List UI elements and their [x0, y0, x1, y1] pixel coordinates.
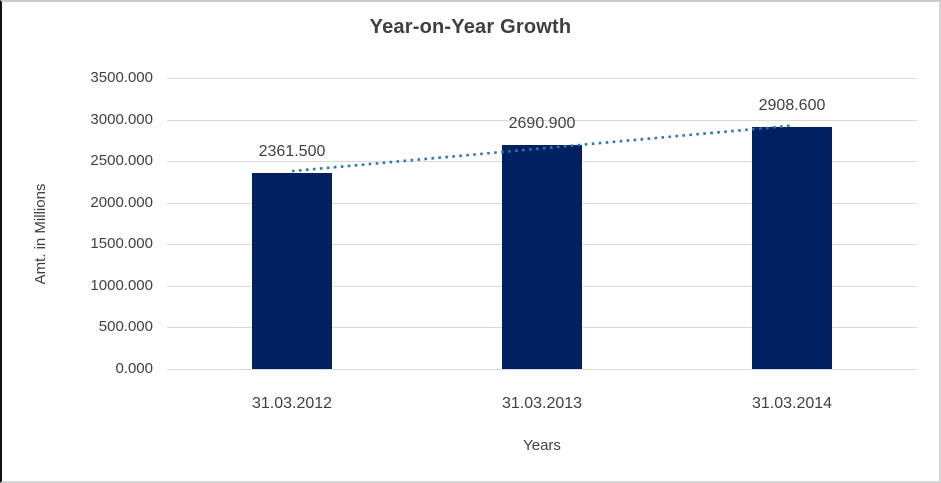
- x-tick-label: 31.03.2014: [751, 395, 833, 412]
- bar-data-label: 2908.600: [758, 97, 826, 115]
- bar: [502, 145, 582, 369]
- bar-data-label: 2690.900: [508, 115, 576, 133]
- y-tick-label: 1500.000: [90, 235, 153, 253]
- y-tick-label: 3500.000: [90, 69, 153, 86]
- y-tick-label: 1000.000: [90, 276, 153, 294]
- x-tick-label: 31.03.2012: [251, 395, 333, 412]
- gridline: [167, 78, 917, 79]
- y-tick-label: 2000.000: [90, 193, 153, 211]
- y-tick-label: 500.000: [98, 318, 153, 336]
- bar: [252, 172, 332, 369]
- y-tick-label: 2500.000: [90, 152, 153, 170]
- bar-data-label: 2361.500: [258, 142, 326, 160]
- bar: [752, 127, 832, 369]
- x-axis-title: Years: [523, 437, 561, 454]
- gridline: [167, 369, 917, 370]
- gridline: [167, 119, 917, 121]
- y-tick-label: 0.000: [115, 360, 153, 377]
- x-tick-label: 31.03.2013: [501, 395, 583, 412]
- chart-title: Year-on-Year Growth: [369, 16, 572, 38]
- y-tick-label: 3000.000: [90, 110, 153, 128]
